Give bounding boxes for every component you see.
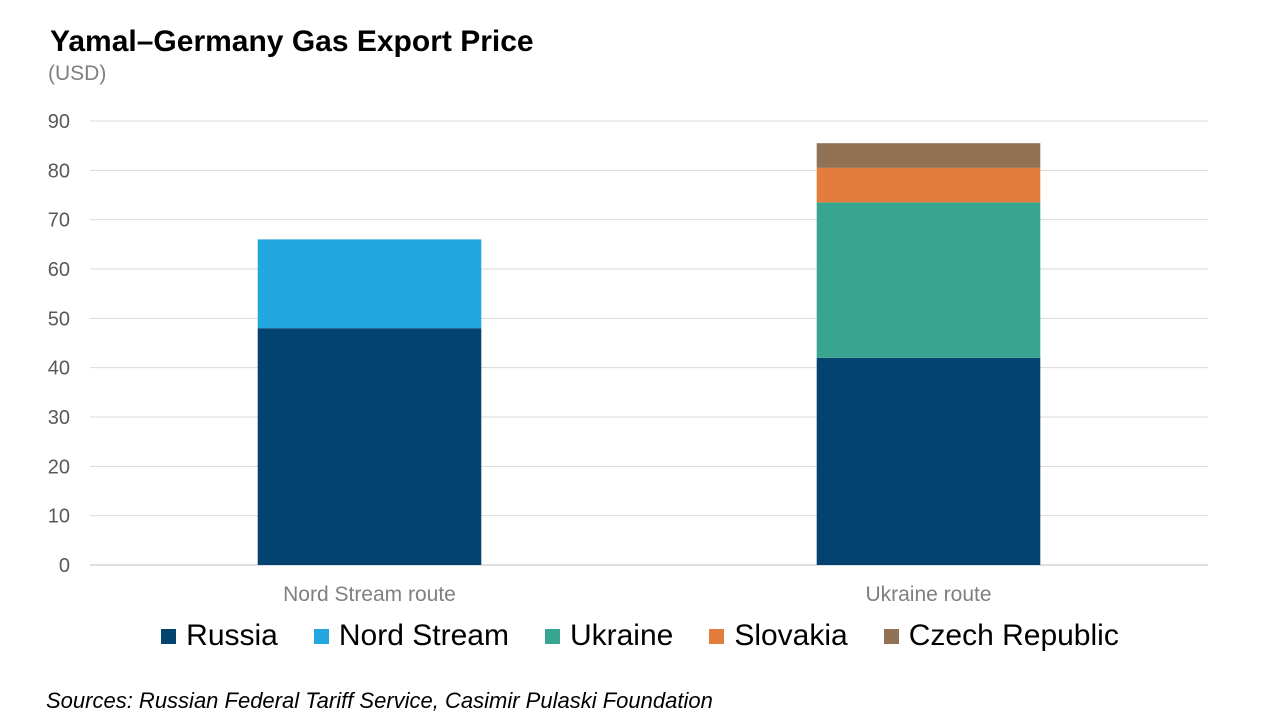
y-tick-label: 60 — [48, 259, 70, 281]
legend-label: Nord Stream — [338, 619, 509, 652]
bars — [257, 143, 1041, 565]
bar-segment-russia — [257, 328, 482, 565]
legend-item: Ukraine — [544, 619, 674, 653]
y-tick-label: 20 — [48, 456, 70, 478]
bar-segment-nord-stream — [257, 239, 482, 329]
chart-unit-subtitle: (USD) — [48, 62, 107, 85]
bar-segment-czech-republic — [816, 143, 1041, 168]
legend: Russia Nord Stream Ukraine Slovakia Czech Re… — [0, 618, 1280, 654]
y-tick-label: 40 — [48, 358, 70, 380]
stacked-bar-chart: 0 10 20 30 40 50 60 70 80 90 Nord Stream route Ukr… — [48, 111, 1208, 606]
legend-label: Slovakia — [734, 619, 848, 652]
legend-swatch — [544, 628, 560, 644]
y-tick-label: 70 — [48, 210, 70, 232]
legend-swatch — [313, 628, 329, 644]
bar-segment-slovakia — [816, 167, 1041, 203]
y-tick-label: 50 — [48, 308, 70, 330]
bar-segment-russia — [816, 357, 1041, 565]
legend-label: Russia — [186, 619, 278, 652]
y-tick-label: 80 — [48, 160, 70, 182]
x-axis-tick-labels: Nord Stream route Ukraine route — [283, 583, 991, 606]
legend-item: Slovakia — [709, 619, 848, 653]
legend-swatch — [161, 628, 177, 644]
legend-item: Czech Republic — [883, 619, 1119, 653]
y-tick-label: 30 — [48, 407, 70, 429]
source-note: Sources: Russian Federal Tariff Service,… — [46, 688, 713, 713]
legend-swatch — [709, 628, 725, 644]
y-tick-label: 0 — [59, 555, 70, 577]
chart-title: Yamal–Germany Gas Export Price — [50, 25, 534, 58]
legend-swatch — [883, 628, 899, 644]
y-tick-label: 10 — [48, 506, 70, 528]
bar-segment-ukraine — [816, 202, 1041, 358]
legend-label: Czech Republic — [908, 619, 1119, 652]
y-axis-tick-labels: 0 10 20 30 40 50 60 70 80 90 — [48, 111, 70, 577]
x-tick-label: Nord Stream route — [283, 583, 456, 606]
legend-item: Russia — [161, 619, 278, 653]
x-tick-label: Ukraine route — [865, 583, 991, 606]
y-tick-label: 90 — [48, 111, 70, 133]
legend-item: Nord Stream — [313, 619, 509, 653]
legend-label: Ukraine — [569, 619, 674, 652]
